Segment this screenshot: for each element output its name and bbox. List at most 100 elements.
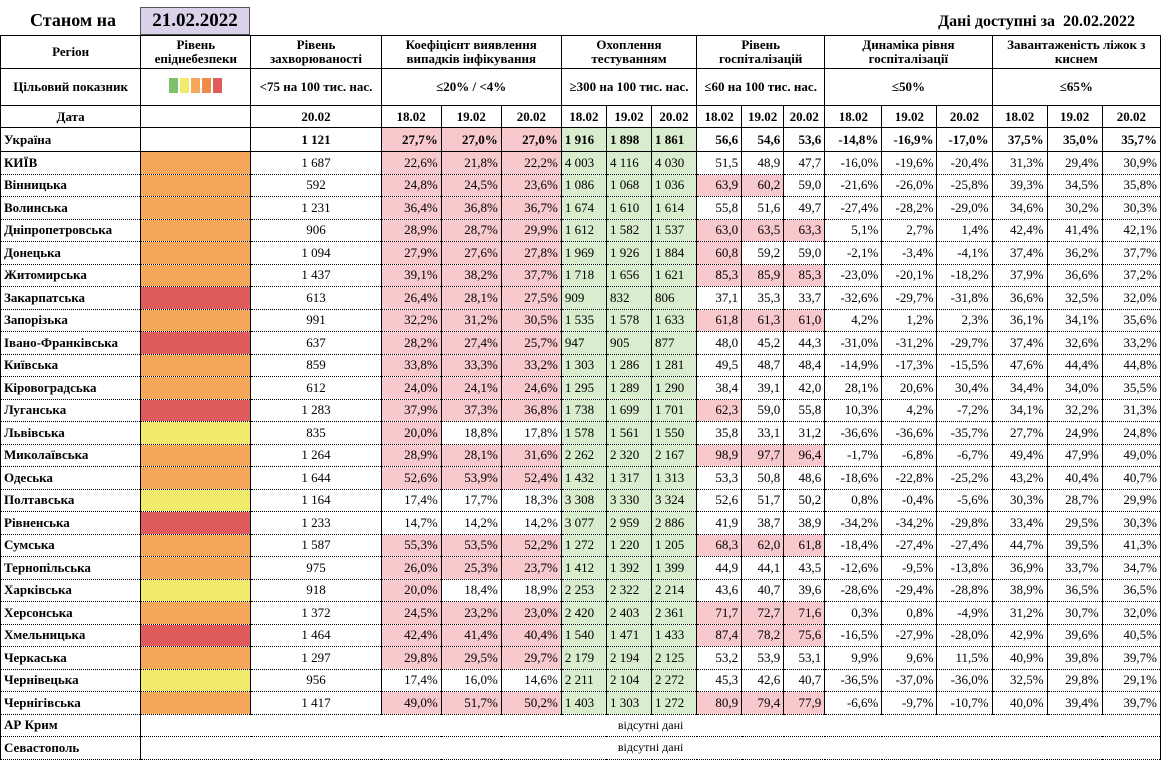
region-row: Івано-Франківська 637 28,2% 27,4% 25,7% 947 90… — [0, 331, 1161, 355]
level — [140, 556, 252, 580]
positivity-value: 39,1% — [380, 263, 442, 287]
hospitalization-value: 45,3 — [696, 668, 743, 692]
level — [140, 376, 252, 400]
oxygen-value: 36,9% — [991, 556, 1048, 580]
dynamics-value: -29,0% — [936, 196, 993, 220]
region-row: Хмельницька 1 464 42,4% 41,4% 40,4% 1 540 1 47… — [0, 623, 1161, 647]
region-row: Полтавська 1 164 17,4% 17,7% 18,3% 3 308 3 330… — [0, 488, 1161, 512]
region-row: Херсонська 1 372 24,5% 23,2% 23,0% 2 420 2 403… — [0, 601, 1161, 625]
oxygen-value: 36,2% — [1046, 241, 1103, 265]
oxygen-value: 40,4% — [1046, 466, 1103, 490]
dynamics-value: -22,8% — [881, 466, 938, 490]
oxygen-value: 32,0% — [1101, 286, 1161, 310]
hospitalization-value: 42,6 — [741, 668, 785, 692]
oxygen-value: 30,3% — [1101, 511, 1161, 535]
dynamics-value: -28,6% — [824, 578, 883, 602]
incidence: 1 121 — [250, 127, 382, 152]
oxygen-value: 47,9% — [1046, 443, 1103, 467]
positivity-value: 17,7% — [440, 488, 502, 512]
hospitalization-value: 59,2 — [741, 241, 785, 265]
testing-value: 2 886 — [650, 511, 698, 535]
dynamics-value: 0,3% — [824, 601, 883, 625]
target: ≤20% / <4% — [380, 68, 562, 106]
testing-value: 1 289 — [605, 376, 653, 400]
testing-value: 877 — [650, 331, 698, 355]
level — [140, 331, 252, 355]
hospitalization-value: 71,7 — [696, 601, 743, 625]
hospitalization-value: 55,8 — [696, 196, 743, 220]
date: 20.02 — [250, 105, 382, 128]
region: Україна — [0, 127, 142, 152]
oxygen-value: 34,7% — [1101, 556, 1161, 580]
hospitalization-value: 63,9 — [696, 173, 743, 197]
hospitalization-value: 41,9 — [696, 511, 743, 535]
legend-swatch — [191, 78, 201, 93]
positivity-value: 52,4% — [500, 466, 562, 490]
available: Дані доступні за 20.02.2022 — [938, 13, 1135, 31]
testing-value: 806 — [650, 286, 698, 310]
oxygen-value: 37,7% — [1101, 241, 1161, 265]
oxygen-value: 32,2% — [1046, 398, 1103, 422]
dynamics-value: -4,1% — [936, 241, 993, 265]
testing-value: 1 290 — [650, 376, 698, 400]
hospitalization-value: 61,8 — [696, 308, 743, 332]
dynamics-value: 0,8% — [824, 488, 883, 512]
dynamics-value: -25,8% — [936, 173, 993, 197]
column-header: Рівень епіднебезпеки — [140, 35, 252, 69]
dynamics-value: -9,5% — [881, 556, 938, 580]
region-row: Луганська 1 283 37,9% 37,3% 36,8% 1 738 1 699 1… — [0, 398, 1161, 422]
positivity-value: 16,0% — [440, 668, 502, 692]
positivity-value: 37,9% — [380, 398, 442, 422]
incidence: 1 687 — [250, 151, 382, 175]
oxygen-value: 30,3% — [991, 488, 1048, 512]
dynamics-value: -29,7% — [881, 286, 938, 310]
oxygen-value: 33,7% — [1046, 556, 1103, 580]
oxygen-value: 39,3% — [991, 173, 1048, 197]
positivity-value: 24,6% — [500, 376, 562, 400]
dynamics-value: -19,6% — [881, 151, 938, 175]
positivity-value: 28,1% — [440, 443, 502, 467]
region: Вінницька — [0, 173, 142, 197]
dynamics-value: 20,6% — [881, 376, 938, 400]
testing-value: 1 403 — [560, 691, 607, 715]
positivity-value: 33,3% — [440, 353, 502, 377]
testing-value: 1 582 — [605, 218, 653, 242]
hospitalization-value: 60,2 — [741, 173, 785, 197]
dynamics-value: -17,0% — [936, 127, 993, 152]
positivity-value: 27,7% — [380, 127, 442, 152]
region: Чернівецька — [0, 668, 142, 692]
level — [140, 601, 252, 625]
positivity-value: 20,0% — [380, 578, 442, 602]
oxygen-value: 30,2% — [1046, 196, 1103, 220]
positivity-value: 28,9% — [380, 443, 442, 467]
hospitalization-value: 43,6 — [696, 578, 743, 602]
dynamics-value: -28,8% — [936, 578, 993, 602]
testing-value: 2 262 — [560, 443, 607, 467]
hospitalization-value: 53,6 — [783, 127, 826, 152]
positivity-value: 38,2% — [440, 263, 502, 287]
testing-value: 4 030 — [650, 151, 698, 175]
positivity-value: 23,0% — [500, 601, 562, 625]
oxygen-value: 39,7% — [1101, 691, 1161, 715]
testing-value: 1 861 — [650, 127, 698, 152]
region: Чернігівська — [0, 691, 142, 715]
testing-value: 1 540 — [560, 623, 607, 647]
hospitalization-value: 33,1 — [741, 421, 785, 445]
level — [140, 421, 252, 445]
dynamics-value: 0,8% — [881, 601, 938, 625]
positivity-value: 53,5% — [440, 533, 502, 557]
positivity-value: 24,0% — [380, 376, 442, 400]
positivity-value: 25,3% — [440, 556, 502, 580]
hospitalization-value: 39,1 — [741, 376, 785, 400]
region-row: КИЇВ 1 687 22,6% 21,8% 22,2% 4 003 4 116 4 030 5… — [0, 151, 1161, 175]
testing-value: 1 699 — [605, 398, 653, 422]
region: Запорізька — [0, 308, 142, 332]
oxygen-value: 37,4% — [991, 241, 1048, 265]
incidence: 1 283 — [250, 398, 382, 422]
target: <75 на 100 тис. нас. — [250, 68, 382, 106]
testing-value: 1 969 — [560, 241, 607, 265]
region: Кіровоградська — [0, 376, 142, 400]
positivity-value: 27,4% — [440, 331, 502, 355]
positivity-value: 36,7% — [500, 196, 562, 220]
